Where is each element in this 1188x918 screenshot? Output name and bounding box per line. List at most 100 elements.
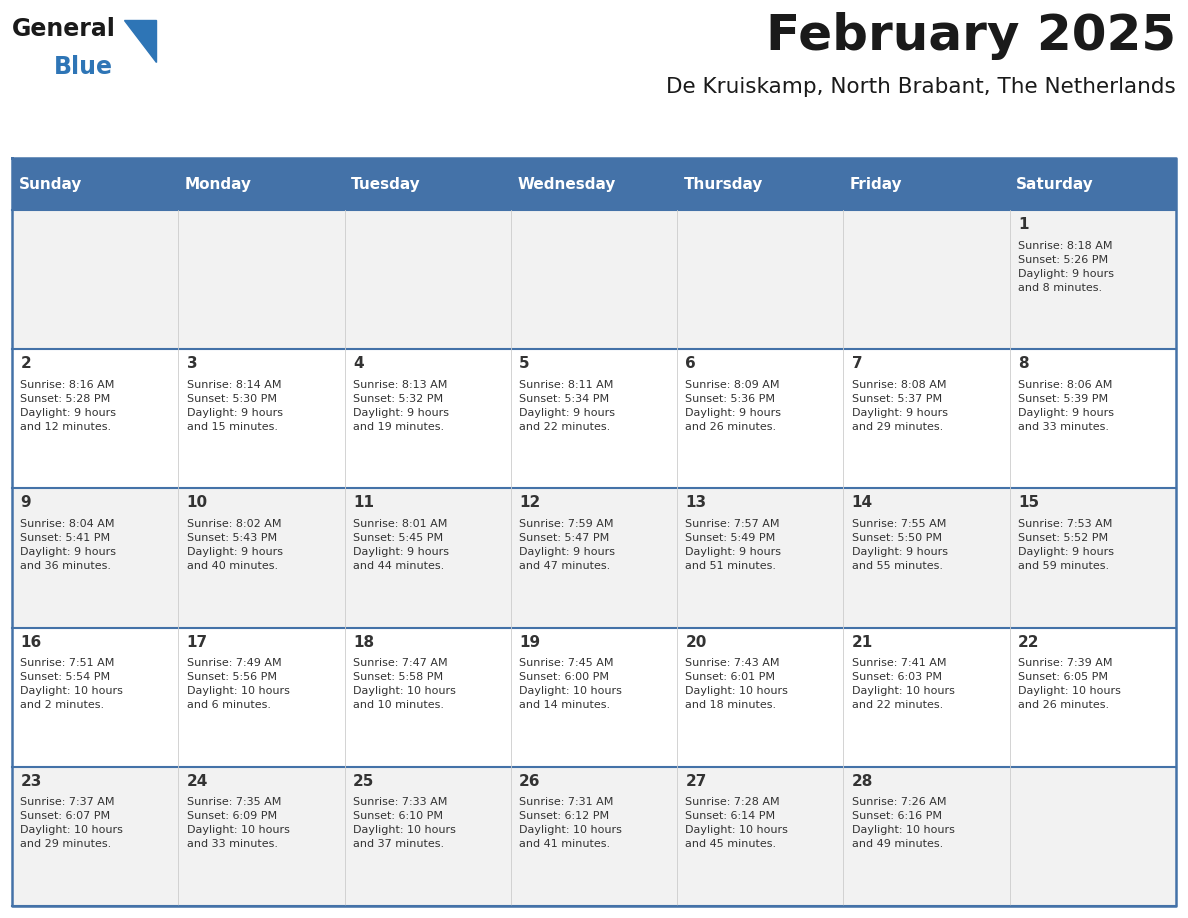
Bar — [511, 488, 677, 628]
Text: 15: 15 — [1018, 496, 1040, 510]
Bar — [178, 767, 345, 906]
Text: Saturday: Saturday — [1017, 176, 1094, 192]
Text: 18: 18 — [353, 634, 374, 650]
Bar — [178, 488, 345, 628]
Text: 20: 20 — [685, 634, 707, 650]
Bar — [12, 210, 178, 349]
Bar — [677, 628, 843, 767]
Text: Sunrise: 7:28 AM
Sunset: 6:14 PM
Daylight: 10 hours
and 45 minutes.: Sunrise: 7:28 AM Sunset: 6:14 PM Dayligh… — [685, 798, 789, 849]
Text: Sunrise: 8:14 AM
Sunset: 5:30 PM
Daylight: 9 hours
and 15 minutes.: Sunrise: 8:14 AM Sunset: 5:30 PM Dayligh… — [187, 380, 283, 431]
Bar — [843, 767, 1010, 906]
Text: 24: 24 — [187, 774, 208, 789]
Text: 27: 27 — [685, 774, 707, 789]
Bar — [511, 210, 677, 349]
Bar — [12, 767, 178, 906]
Bar — [345, 628, 511, 767]
Bar — [677, 210, 843, 349]
Text: 22: 22 — [1018, 634, 1040, 650]
Bar — [511, 628, 677, 767]
Text: 12: 12 — [519, 496, 541, 510]
Text: Sunrise: 7:49 AM
Sunset: 5:56 PM
Daylight: 10 hours
and 6 minutes.: Sunrise: 7:49 AM Sunset: 5:56 PM Dayligh… — [187, 658, 290, 711]
Text: Sunrise: 7:57 AM
Sunset: 5:49 PM
Daylight: 9 hours
and 51 minutes.: Sunrise: 7:57 AM Sunset: 5:49 PM Dayligh… — [685, 519, 782, 571]
Text: Sunrise: 7:59 AM
Sunset: 5:47 PM
Daylight: 9 hours
and 47 minutes.: Sunrise: 7:59 AM Sunset: 5:47 PM Dayligh… — [519, 519, 615, 571]
Bar — [1010, 488, 1176, 628]
Text: 21: 21 — [852, 634, 873, 650]
Bar — [1010, 349, 1176, 488]
Text: Sunrise: 7:45 AM
Sunset: 6:00 PM
Daylight: 10 hours
and 14 minutes.: Sunrise: 7:45 AM Sunset: 6:00 PM Dayligh… — [519, 658, 623, 711]
Text: Sunrise: 8:11 AM
Sunset: 5:34 PM
Daylight: 9 hours
and 22 minutes.: Sunrise: 8:11 AM Sunset: 5:34 PM Dayligh… — [519, 380, 615, 431]
Text: Friday: Friday — [851, 176, 903, 192]
Text: February 2025: February 2025 — [766, 12, 1176, 60]
Text: 19: 19 — [519, 634, 541, 650]
Text: 10: 10 — [187, 496, 208, 510]
Text: Sunrise: 7:39 AM
Sunset: 6:05 PM
Daylight: 10 hours
and 26 minutes.: Sunrise: 7:39 AM Sunset: 6:05 PM Dayligh… — [1018, 658, 1121, 711]
Bar — [843, 488, 1010, 628]
Bar — [1010, 767, 1176, 906]
Text: Sunrise: 7:37 AM
Sunset: 6:07 PM
Daylight: 10 hours
and 29 minutes.: Sunrise: 7:37 AM Sunset: 6:07 PM Dayligh… — [20, 798, 124, 849]
Bar — [12, 349, 178, 488]
Text: Sunrise: 8:13 AM
Sunset: 5:32 PM
Daylight: 9 hours
and 19 minutes.: Sunrise: 8:13 AM Sunset: 5:32 PM Dayligh… — [353, 380, 449, 431]
Text: De Kruiskamp, North Brabant, The Netherlands: De Kruiskamp, North Brabant, The Netherl… — [666, 77, 1176, 97]
Bar — [511, 349, 677, 488]
Bar — [178, 628, 345, 767]
Text: Sunrise: 7:33 AM
Sunset: 6:10 PM
Daylight: 10 hours
and 37 minutes.: Sunrise: 7:33 AM Sunset: 6:10 PM Dayligh… — [353, 798, 456, 849]
Text: Thursday: Thursday — [684, 176, 763, 192]
Text: Blue: Blue — [53, 55, 113, 79]
Text: Sunrise: 7:26 AM
Sunset: 6:16 PM
Daylight: 10 hours
and 49 minutes.: Sunrise: 7:26 AM Sunset: 6:16 PM Dayligh… — [852, 798, 955, 849]
Bar — [345, 349, 511, 488]
Text: Sunday: Sunday — [19, 176, 82, 192]
Bar — [677, 488, 843, 628]
Bar — [843, 628, 1010, 767]
Bar — [12, 628, 178, 767]
Polygon shape — [124, 20, 156, 62]
Bar — [511, 767, 677, 906]
Text: 23: 23 — [20, 774, 42, 789]
Bar — [843, 210, 1010, 349]
Text: Sunrise: 8:09 AM
Sunset: 5:36 PM
Daylight: 9 hours
and 26 minutes.: Sunrise: 8:09 AM Sunset: 5:36 PM Dayligh… — [685, 380, 782, 431]
Text: Sunrise: 7:43 AM
Sunset: 6:01 PM
Daylight: 10 hours
and 18 minutes.: Sunrise: 7:43 AM Sunset: 6:01 PM Dayligh… — [685, 658, 789, 711]
Text: 5: 5 — [519, 356, 530, 371]
Text: 2: 2 — [20, 356, 31, 371]
Text: 25: 25 — [353, 774, 374, 789]
Text: Sunrise: 7:51 AM
Sunset: 5:54 PM
Daylight: 10 hours
and 2 minutes.: Sunrise: 7:51 AM Sunset: 5:54 PM Dayligh… — [20, 658, 124, 711]
Text: 16: 16 — [20, 634, 42, 650]
Text: 28: 28 — [852, 774, 873, 789]
Bar — [345, 488, 511, 628]
Bar — [345, 767, 511, 906]
Text: 3: 3 — [187, 356, 197, 371]
Bar — [12, 158, 1176, 210]
Text: Sunrise: 8:16 AM
Sunset: 5:28 PM
Daylight: 9 hours
and 12 minutes.: Sunrise: 8:16 AM Sunset: 5:28 PM Dayligh… — [20, 380, 116, 431]
Text: 14: 14 — [852, 496, 873, 510]
Text: Monday: Monday — [185, 176, 252, 192]
Bar — [843, 349, 1010, 488]
Text: Sunrise: 8:02 AM
Sunset: 5:43 PM
Daylight: 9 hours
and 40 minutes.: Sunrise: 8:02 AM Sunset: 5:43 PM Dayligh… — [187, 519, 283, 571]
Bar — [677, 767, 843, 906]
Text: Sunrise: 8:18 AM
Sunset: 5:26 PM
Daylight: 9 hours
and 8 minutes.: Sunrise: 8:18 AM Sunset: 5:26 PM Dayligh… — [1018, 241, 1114, 293]
Text: Sunrise: 8:01 AM
Sunset: 5:45 PM
Daylight: 9 hours
and 44 minutes.: Sunrise: 8:01 AM Sunset: 5:45 PM Dayligh… — [353, 519, 449, 571]
Bar — [1010, 210, 1176, 349]
Text: 8: 8 — [1018, 356, 1029, 371]
Text: Tuesday: Tuesday — [352, 176, 421, 192]
Text: Sunrise: 7:47 AM
Sunset: 5:58 PM
Daylight: 10 hours
and 10 minutes.: Sunrise: 7:47 AM Sunset: 5:58 PM Dayligh… — [353, 658, 456, 711]
Text: Sunrise: 8:04 AM
Sunset: 5:41 PM
Daylight: 9 hours
and 36 minutes.: Sunrise: 8:04 AM Sunset: 5:41 PM Dayligh… — [20, 519, 116, 571]
Text: Sunrise: 7:35 AM
Sunset: 6:09 PM
Daylight: 10 hours
and 33 minutes.: Sunrise: 7:35 AM Sunset: 6:09 PM Dayligh… — [187, 798, 290, 849]
Text: Sunrise: 7:55 AM
Sunset: 5:50 PM
Daylight: 9 hours
and 55 minutes.: Sunrise: 7:55 AM Sunset: 5:50 PM Dayligh… — [852, 519, 948, 571]
Text: Sunrise: 7:31 AM
Sunset: 6:12 PM
Daylight: 10 hours
and 41 minutes.: Sunrise: 7:31 AM Sunset: 6:12 PM Dayligh… — [519, 798, 623, 849]
Text: Sunrise: 8:06 AM
Sunset: 5:39 PM
Daylight: 9 hours
and 33 minutes.: Sunrise: 8:06 AM Sunset: 5:39 PM Dayligh… — [1018, 380, 1114, 431]
Text: 13: 13 — [685, 496, 707, 510]
Bar — [178, 210, 345, 349]
Text: 11: 11 — [353, 496, 374, 510]
Text: 6: 6 — [685, 356, 696, 371]
Text: 7: 7 — [852, 356, 862, 371]
Text: General: General — [12, 17, 116, 41]
Text: 4: 4 — [353, 356, 364, 371]
Text: 17: 17 — [187, 634, 208, 650]
Text: 1: 1 — [1018, 217, 1029, 232]
Text: 26: 26 — [519, 774, 541, 789]
Text: Sunrise: 7:53 AM
Sunset: 5:52 PM
Daylight: 9 hours
and 59 minutes.: Sunrise: 7:53 AM Sunset: 5:52 PM Dayligh… — [1018, 519, 1114, 571]
Text: Sunrise: 7:41 AM
Sunset: 6:03 PM
Daylight: 10 hours
and 22 minutes.: Sunrise: 7:41 AM Sunset: 6:03 PM Dayligh… — [852, 658, 955, 711]
Bar — [178, 349, 345, 488]
Text: Sunrise: 8:08 AM
Sunset: 5:37 PM
Daylight: 9 hours
and 29 minutes.: Sunrise: 8:08 AM Sunset: 5:37 PM Dayligh… — [852, 380, 948, 431]
Bar — [345, 210, 511, 349]
Bar — [1010, 628, 1176, 767]
